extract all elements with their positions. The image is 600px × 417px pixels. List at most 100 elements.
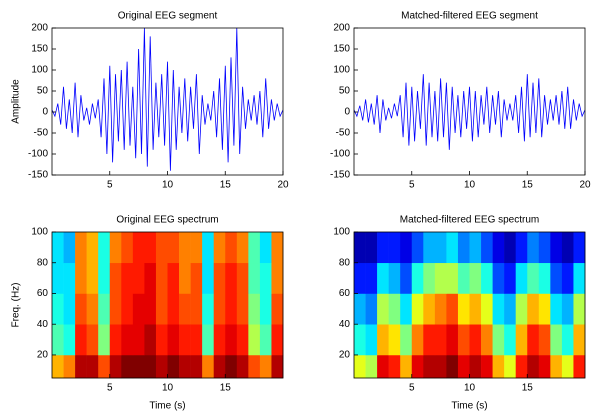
y-tick-label: 20: [339, 350, 351, 361]
heatmap-cell: [167, 293, 180, 325]
y-tick-label: -150: [330, 170, 350, 181]
heatmap-cell: [236, 324, 249, 356]
heatmap-cell: [167, 232, 180, 264]
heatmap-cell: [469, 262, 482, 294]
heatmap-cell: [155, 293, 168, 325]
heatmap-cell: [202, 293, 214, 325]
heatmap-cell: [259, 262, 272, 294]
heatmap-cell: [63, 232, 76, 264]
heatmap-cell: [377, 293, 389, 325]
x-tick-label: 5: [107, 180, 113, 191]
heatmap-cell: [86, 232, 99, 264]
heatmap-cell: [457, 232, 470, 264]
x-tick-label: 5: [409, 383, 415, 394]
y-tick-label: 100: [333, 65, 350, 76]
heatmap-cell: [538, 232, 551, 264]
y-tick-label: 0: [344, 107, 350, 118]
heatmap-cell: [538, 324, 551, 356]
heatmap-cell: [388, 262, 401, 294]
y-tick-label: 20: [37, 350, 49, 361]
heatmap-cell: [492, 262, 505, 294]
heatmap-cell: [573, 293, 586, 325]
heatmap-cell: [481, 293, 493, 325]
heatmap-cell: [109, 262, 122, 294]
heatmap-cell: [155, 354, 168, 379]
heatmap-cell: [527, 293, 540, 325]
heatmap-cell: [132, 354, 145, 379]
y-tick-label: -50: [336, 128, 351, 139]
heatmap-cell: [388, 354, 401, 379]
x-axis-label: Time (s): [149, 401, 185, 412]
y-tick-label: 100: [31, 65, 48, 76]
heatmap-cell: [365, 293, 378, 325]
heatmap-cell: [75, 293, 87, 325]
heatmap-cell: [561, 354, 574, 379]
heatmap-cell: [179, 232, 191, 264]
heatmap-cell: [271, 262, 284, 294]
heatmap-cell: [121, 262, 134, 294]
heatmap-cell: [190, 262, 203, 294]
heatmap-cell: [75, 324, 87, 356]
heatmap-cell: [271, 293, 284, 325]
x-tick-label: 15: [522, 180, 534, 191]
heatmap-cell: [213, 293, 226, 325]
heatmap-cell: [400, 293, 413, 325]
y-tick-label: 50: [37, 86, 49, 97]
heatmap-cell: [259, 354, 272, 379]
heatmap-cell: [86, 324, 99, 356]
heatmap-cell: [354, 324, 366, 356]
heatmap-cell: [457, 293, 470, 325]
x-tick-label: 10: [162, 383, 174, 394]
heatmap-cell: [423, 262, 436, 294]
heatmap-cell: [225, 293, 238, 325]
heatmap-cell: [248, 232, 261, 264]
x-tick-label: 15: [220, 180, 232, 191]
heatmap-cell: [550, 262, 563, 294]
heatmap-cell: [132, 293, 145, 325]
y-tick-label: 80: [339, 257, 351, 268]
heatmap-cell: [52, 324, 64, 356]
heatmap-cell: [63, 324, 76, 356]
heatmap-cell: [550, 354, 563, 379]
heatmap-cell: [481, 262, 493, 294]
heatmap-cell: [63, 262, 76, 294]
heatmap-cell: [155, 262, 168, 294]
heatmap-cell: [259, 232, 272, 264]
heatmap-cell: [225, 262, 238, 294]
heatmap-cell: [248, 324, 261, 356]
x-tick-label: 5: [107, 383, 113, 394]
y-tick-label: 200: [333, 23, 350, 34]
x-tick-label: 10: [162, 180, 174, 191]
heatmap-cell: [365, 354, 378, 379]
heatmap-cell: [515, 262, 528, 294]
heatmap-cell: [550, 232, 563, 264]
heatmap-cell: [75, 262, 87, 294]
y-tick-label: 100: [333, 227, 350, 238]
heatmap-cell: [109, 324, 122, 356]
heatmap-cell: [354, 354, 366, 379]
heatmap-cell: [377, 354, 389, 379]
heatmap-cell: [457, 262, 470, 294]
heatmap-cell: [515, 324, 528, 356]
heatmap-cell: [504, 324, 516, 356]
heatmap-cell: [492, 354, 505, 379]
heatmap-cell: [400, 354, 413, 379]
y-tick-label: 200: [31, 23, 48, 34]
heatmap-cell: [492, 293, 505, 325]
heatmap-cell: [144, 324, 157, 356]
heatmap-cell: [109, 354, 122, 379]
y-axis-label: Freq. (Hz): [11, 283, 22, 328]
heatmap-cell: [446, 324, 459, 356]
heatmap-cell: [98, 354, 111, 379]
heatmap-cell: [504, 262, 516, 294]
heatmap-cell: [213, 232, 226, 264]
heatmap-cell: [225, 354, 238, 379]
heatmap-cell: [561, 262, 574, 294]
x-tick-label: 20: [277, 180, 289, 191]
y-tick-label: 60: [37, 288, 49, 299]
heatmap-cell: [434, 262, 447, 294]
heatmap-cell: [202, 232, 214, 264]
heatmap-cell: [481, 324, 493, 356]
heatmap-cell: [248, 262, 261, 294]
